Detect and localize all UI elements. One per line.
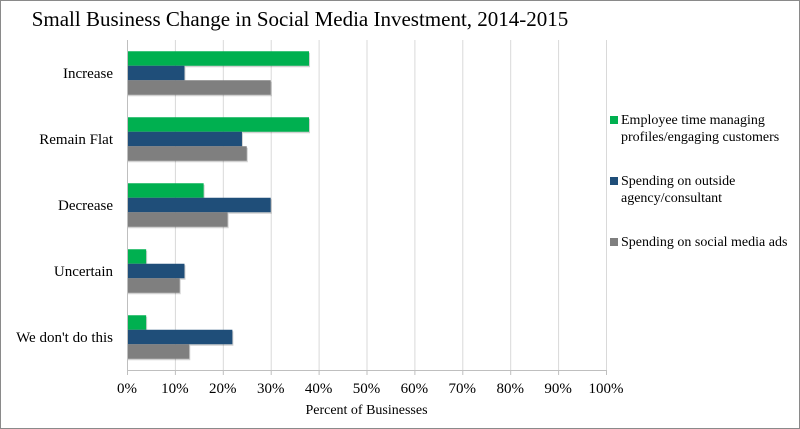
x-tick-label: 20% bbox=[209, 381, 237, 397]
bar-1-decrease bbox=[128, 197, 271, 213]
x-tick-label: 90% bbox=[544, 381, 572, 397]
category-label: We don't do this bbox=[16, 330, 113, 346]
bar-2-remain-flat bbox=[128, 146, 247, 161]
category-label: Uncertain bbox=[54, 264, 114, 280]
x-tick-label: 0% bbox=[117, 381, 137, 397]
legend-item: Spending on outside agency/consultant bbox=[607, 173, 797, 207]
bar-0-we-don-t-do-this bbox=[128, 315, 147, 330]
bar-2-uncertain bbox=[128, 278, 180, 293]
x-tick-label: 100% bbox=[589, 381, 624, 397]
bar-2-we-don-t-do-this bbox=[128, 344, 190, 359]
category-label: Remain Flat bbox=[39, 132, 114, 148]
chart-legend: Employee time managing profiles/engaging… bbox=[607, 112, 797, 278]
x-tick-label: 60% bbox=[401, 381, 429, 397]
bar-1-increase bbox=[128, 65, 185, 81]
legend-swatch bbox=[610, 177, 618, 185]
legend-item: Spending on social media ads bbox=[607, 234, 797, 251]
x-tick-label: 70% bbox=[449, 381, 477, 397]
x-tick-label: 30% bbox=[257, 381, 285, 397]
bar-1-we-don-t-do-this bbox=[128, 329, 233, 345]
legend-label: Employee time managing profiles/engaging… bbox=[621, 113, 780, 145]
bar-1-remain-flat bbox=[128, 131, 242, 147]
bar-1-uncertain bbox=[128, 263, 185, 279]
x-axis-title: Percent of Businesses bbox=[305, 403, 427, 418]
bar-2-decrease bbox=[128, 212, 228, 227]
category-label: Decrease bbox=[58, 198, 113, 214]
bar-0-uncertain bbox=[128, 249, 147, 264]
bar-0-remain-flat bbox=[128, 117, 310, 132]
bar-2-increase bbox=[128, 80, 271, 95]
legend-item: Employee time managing profiles/engaging… bbox=[607, 112, 797, 146]
x-tick-label: 10% bbox=[161, 381, 189, 397]
legend-swatch bbox=[610, 238, 618, 246]
legend-label: Spending on social media ads bbox=[621, 235, 788, 250]
legend-swatch bbox=[610, 116, 618, 124]
x-tick-label: 40% bbox=[305, 381, 333, 397]
x-tick-label: 80% bbox=[496, 381, 524, 397]
category-label: Increase bbox=[63, 66, 113, 82]
legend-label: Spending on outside agency/consultant bbox=[621, 174, 736, 206]
bar-0-increase bbox=[128, 51, 310, 66]
x-tick-label: 50% bbox=[353, 381, 381, 397]
chart-title: Small Business Change in Social Media In… bbox=[31, 7, 569, 31]
bar-0-decrease bbox=[128, 183, 204, 198]
